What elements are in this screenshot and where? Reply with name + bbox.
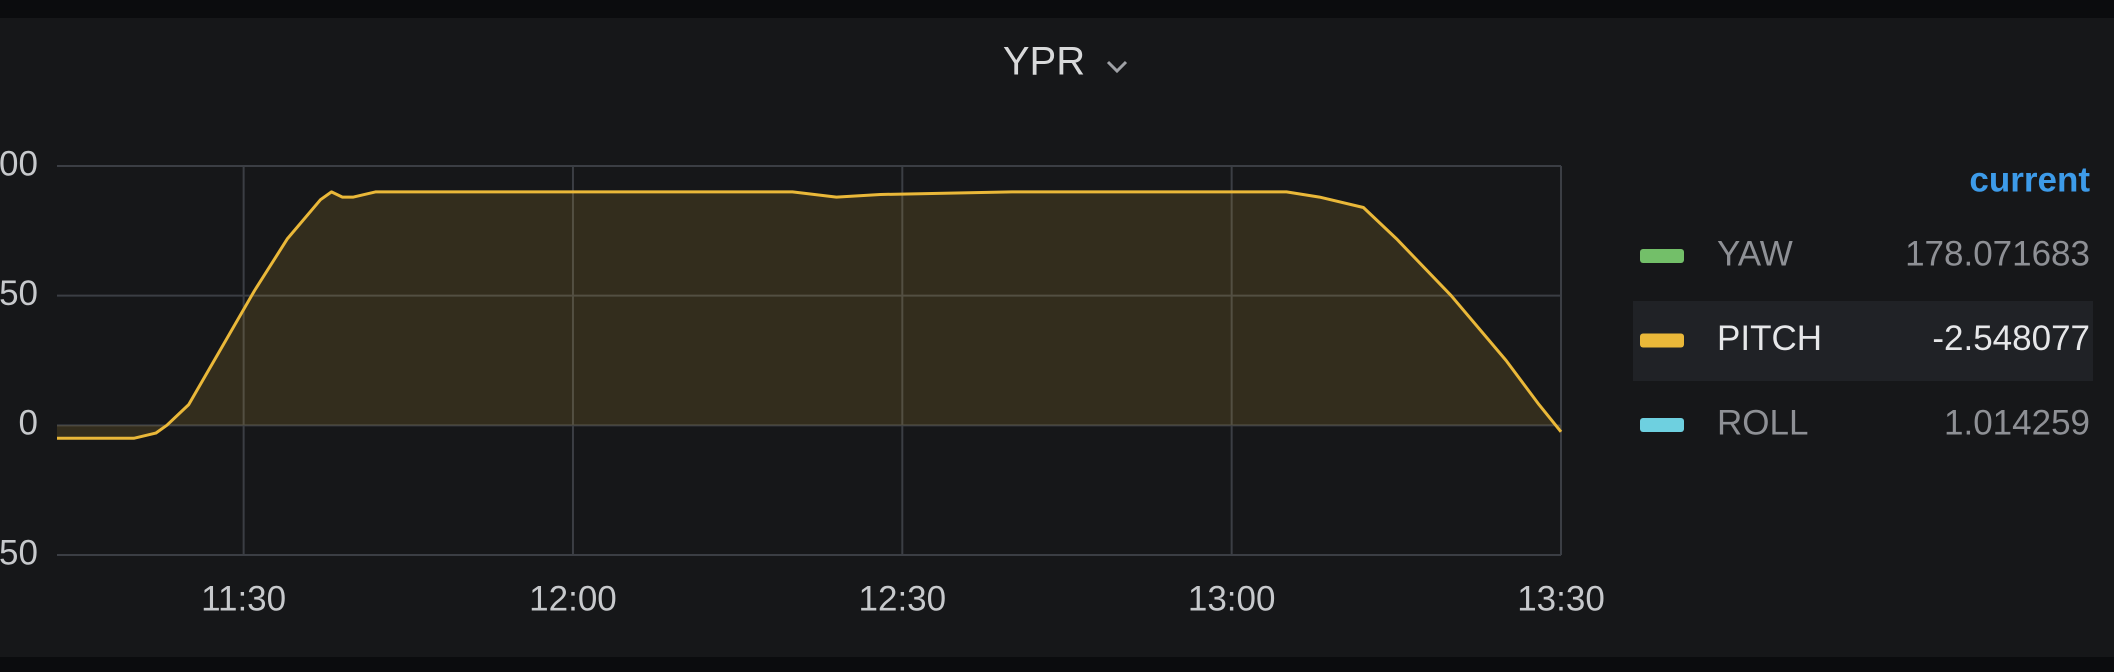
y-tick-label: 0 [19,404,38,443]
legend-header[interactable]: current [1969,160,2090,199]
panel-title[interactable]: YPR [1003,40,1085,84]
y-tick-label: 50 [0,274,38,313]
y-tick-label: -50 [0,533,38,572]
legend-row-highlight [1633,301,2093,381]
series-area [57,191,1561,439]
bottom-bar [0,657,2114,672]
legend-name[interactable]: PITCH [1717,319,1822,358]
series-line [57,190,1563,440]
x-tick-label: 13:00 [1188,579,1276,618]
title-chevron[interactable] [1106,60,1128,74]
legend-swatch[interactable] [1640,333,1684,348]
legend-name[interactable]: ROLL [1717,403,1808,442]
legend-value[interactable]: 1.014259 [1944,403,2090,442]
top-bar [0,0,2114,18]
legend-name[interactable]: YAW [1717,234,1793,273]
legend-value[interactable]: -2.548077 [1932,319,2090,358]
x-tick-label: 13:30 [1517,579,1605,618]
legend-swatch[interactable] [1640,418,1684,432]
x-tick-label: 12:30 [859,579,947,618]
legend-value[interactable]: 178.071683 [1905,234,2090,273]
legend-swatch[interactable] [1640,249,1684,263]
y-tick-label: 100 [0,144,38,183]
x-tick-label: 12:00 [529,579,617,618]
x-tick-label: 11:30 [201,579,286,618]
